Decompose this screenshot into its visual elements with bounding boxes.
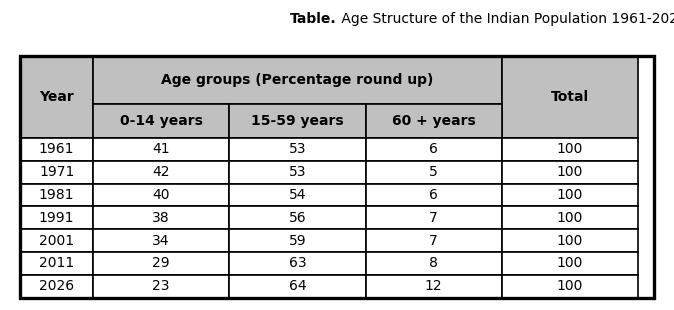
- Bar: [93, 138, 229, 161]
- Text: Year: Year: [39, 90, 74, 104]
- Bar: [365, 138, 501, 161]
- Bar: [20, 229, 93, 252]
- Text: 6: 6: [429, 188, 438, 202]
- Text: 0-14 years: 0-14 years: [120, 114, 203, 128]
- Text: 63: 63: [288, 256, 306, 270]
- Bar: [365, 104, 501, 138]
- Text: 42: 42: [152, 165, 170, 179]
- Text: Age Structure of the Indian Population 1961-2026: Age Structure of the Indian Population 1…: [337, 11, 674, 26]
- Bar: [93, 206, 229, 229]
- Text: Table.: Table.: [290, 11, 337, 26]
- Bar: [229, 275, 365, 298]
- Bar: [229, 184, 365, 206]
- Text: 56: 56: [288, 211, 306, 225]
- Text: 2001: 2001: [39, 234, 74, 248]
- Text: 5: 5: [429, 165, 438, 179]
- Bar: [20, 206, 93, 229]
- Bar: [501, 56, 638, 138]
- Bar: [20, 138, 93, 161]
- Bar: [229, 229, 365, 252]
- Bar: [93, 252, 229, 275]
- Bar: [93, 275, 229, 298]
- Text: 1961: 1961: [39, 142, 74, 157]
- Bar: [365, 206, 501, 229]
- Text: 15-59 years: 15-59 years: [251, 114, 344, 128]
- Bar: [501, 206, 638, 229]
- Bar: [229, 161, 365, 184]
- Text: 100: 100: [557, 256, 583, 270]
- Text: 23: 23: [152, 279, 170, 293]
- Text: 34: 34: [152, 234, 170, 248]
- Bar: [501, 229, 638, 252]
- Bar: [20, 56, 93, 138]
- Bar: [20, 252, 93, 275]
- Bar: [229, 104, 365, 138]
- Bar: [365, 252, 501, 275]
- Text: 100: 100: [557, 279, 583, 293]
- Text: 1991: 1991: [39, 211, 74, 225]
- Text: 1981: 1981: [39, 188, 74, 202]
- Text: 1971: 1971: [39, 165, 74, 179]
- Bar: [501, 252, 638, 275]
- Text: 7: 7: [429, 211, 438, 225]
- Text: 100: 100: [557, 188, 583, 202]
- Text: 100: 100: [557, 165, 583, 179]
- Bar: [93, 229, 229, 252]
- Bar: [501, 138, 638, 161]
- Text: 2011: 2011: [39, 256, 74, 270]
- Bar: [229, 206, 365, 229]
- Text: 6: 6: [429, 142, 438, 157]
- Bar: [501, 275, 638, 298]
- Text: 2026: 2026: [39, 279, 74, 293]
- Bar: [93, 104, 229, 138]
- Text: 60 + years: 60 + years: [392, 114, 475, 128]
- Bar: [93, 56, 501, 104]
- Text: 53: 53: [288, 142, 306, 157]
- Bar: [501, 161, 638, 184]
- Text: 64: 64: [288, 279, 306, 293]
- Text: Total: Total: [551, 90, 589, 104]
- Text: 54: 54: [288, 188, 306, 202]
- Text: 29: 29: [152, 256, 170, 270]
- Bar: [93, 161, 229, 184]
- Bar: [365, 275, 501, 298]
- Text: 41: 41: [152, 142, 170, 157]
- Text: 100: 100: [557, 211, 583, 225]
- Bar: [365, 161, 501, 184]
- Bar: [229, 252, 365, 275]
- Bar: [20, 275, 93, 298]
- Text: 100: 100: [557, 234, 583, 248]
- Text: Age groups (Percentage round up): Age groups (Percentage round up): [161, 73, 433, 87]
- Text: 38: 38: [152, 211, 170, 225]
- Text: 100: 100: [557, 142, 583, 157]
- Text: 12: 12: [425, 279, 442, 293]
- Bar: [93, 184, 229, 206]
- Bar: [365, 184, 501, 206]
- Bar: [365, 229, 501, 252]
- Bar: [229, 138, 365, 161]
- Text: 40: 40: [152, 188, 170, 202]
- Text: 53: 53: [288, 165, 306, 179]
- Bar: [20, 161, 93, 184]
- Text: 8: 8: [429, 256, 438, 270]
- Text: 7: 7: [429, 234, 438, 248]
- Text: 59: 59: [288, 234, 306, 248]
- Bar: [20, 184, 93, 206]
- Bar: [501, 184, 638, 206]
